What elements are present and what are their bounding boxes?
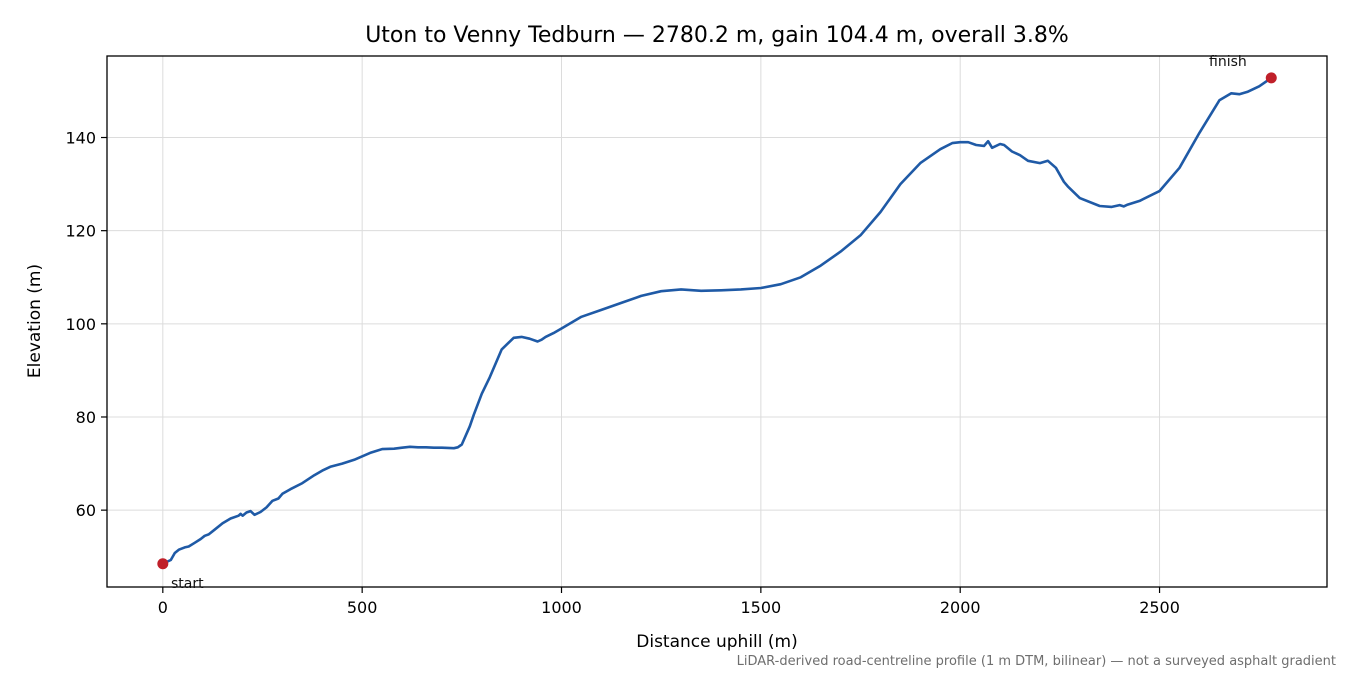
y-axis-ticks: 60 80 100 120 140 — [65, 129, 107, 520]
x-tick-label: 1000 — [541, 598, 582, 617]
x-tick-label: 2000 — [940, 598, 981, 617]
y-tick-label: 60 — [76, 501, 96, 520]
y-tick-label: 120 — [65, 222, 96, 241]
x-axis-label: Distance uphill (m) — [636, 632, 797, 652]
x-axis-ticks: 0 500 1000 1500 2000 2500 — [158, 587, 1180, 617]
y-tick-label: 100 — [65, 315, 96, 334]
y-axis-label: Elevation (m) — [25, 264, 45, 378]
finish-annotation: finish — [1209, 54, 1247, 70]
chart-title: Uton to Venny Tedburn — 2780.2 m, gain 1… — [365, 23, 1069, 48]
plot-area — [157, 72, 1277, 570]
plot-frame — [106, 55, 1328, 588]
start-annotation: start — [171, 576, 204, 592]
grid-lines — [107, 56, 1327, 587]
y-tick-label: 80 — [76, 408, 96, 427]
y-tick-label: 140 — [65, 129, 96, 148]
x-tick-label: 1500 — [740, 598, 781, 617]
elevation-series-line — [161, 76, 1273, 566]
finish-marker — [1265, 72, 1277, 84]
footnote: LiDAR-derived road-centreline profile (1… — [737, 654, 1336, 669]
x-tick-label: 0 — [158, 598, 168, 617]
start-marker — [157, 558, 169, 570]
x-tick-label: 2500 — [1139, 598, 1180, 617]
x-tick-label: 500 — [347, 598, 378, 617]
